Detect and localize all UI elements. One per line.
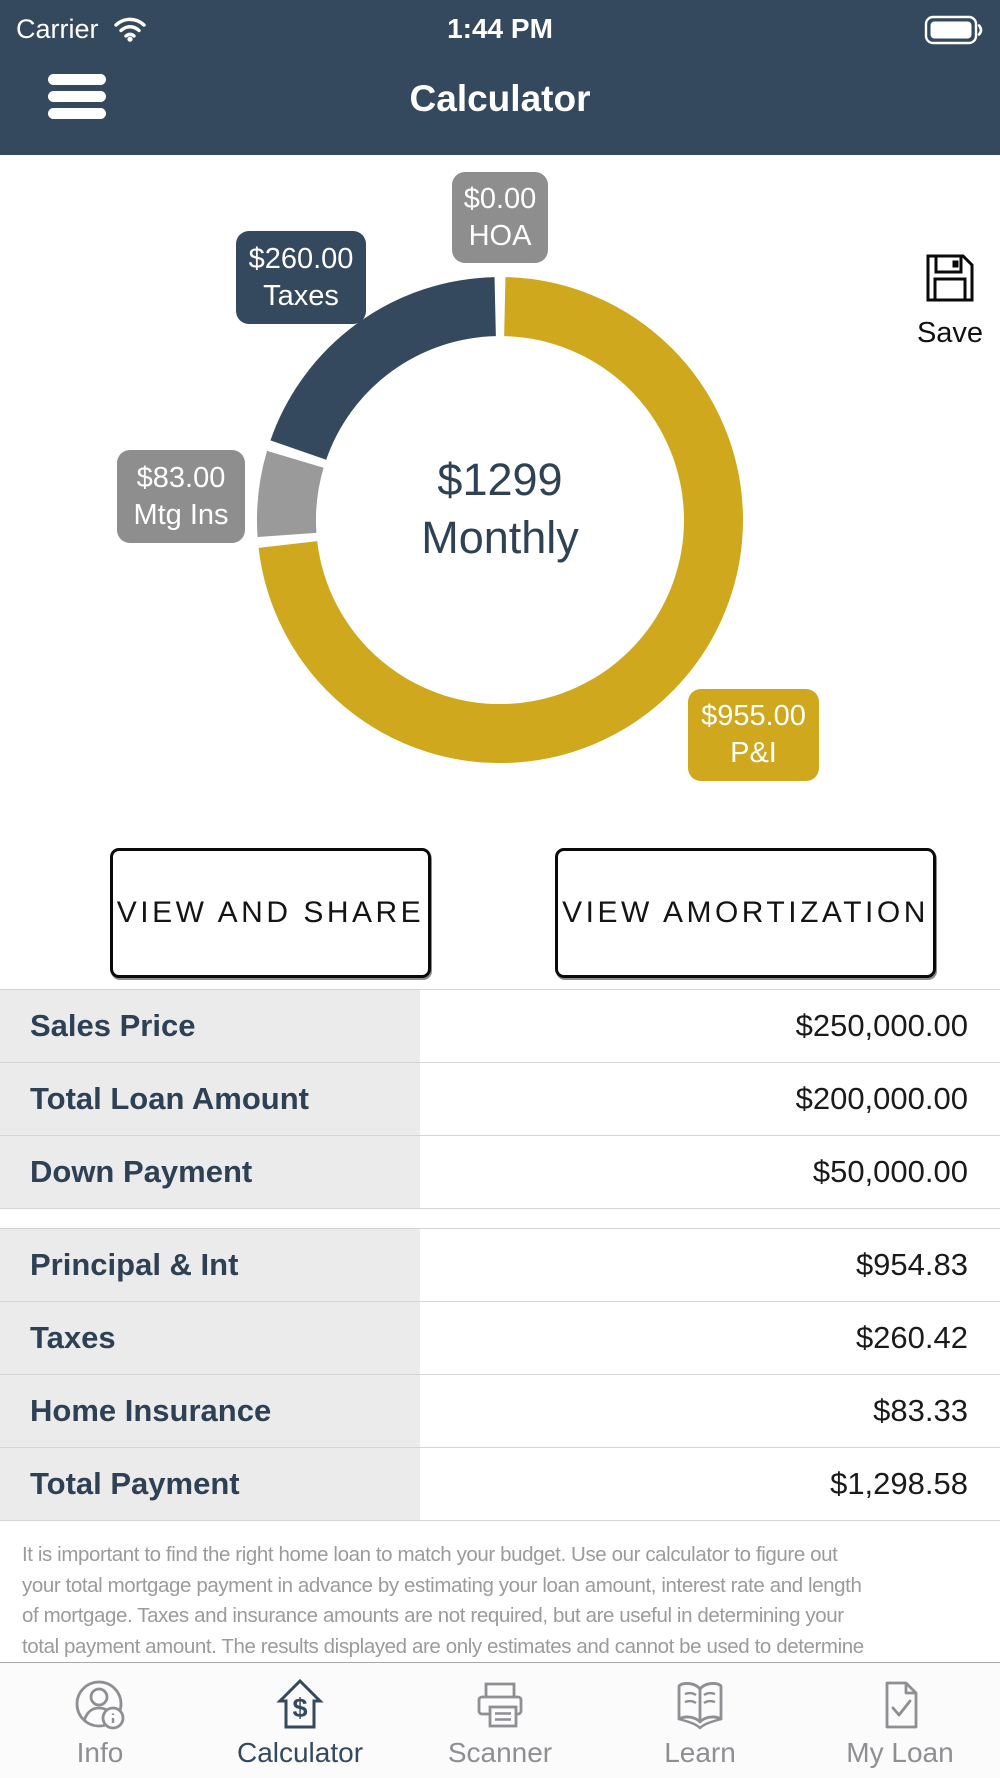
donut-slice-mtgins <box>257 450 324 537</box>
save-icon <box>925 254 975 307</box>
row-value: $954.83 <box>420 1229 1000 1301</box>
tab-learn-label: Learn <box>664 1737 736 1768</box>
view-amortization-button[interactable]: VIEW AMORTIZATION <box>555 848 936 978</box>
save-button[interactable]: Save <box>900 253 1000 350</box>
app-header: Carrier 1:44 PM Calculator <box>0 0 1000 155</box>
svg-text:$: $ <box>292 1693 307 1723</box>
principal-interest-callout: $955.00 P&I <box>688 689 819 781</box>
hoa-name: HOA <box>468 219 532 252</box>
donut-slice-taxes <box>270 277 497 461</box>
tab-scanner-label: Scanner <box>447 1737 553 1768</box>
row-label: Taxes <box>0 1302 420 1374</box>
monthly-total-label: Monthly <box>421 512 579 563</box>
pi-value: $955.00 <box>701 700 806 732</box>
loan-inputs-table: Sales Price $250,000.00 Total Loan Amoun… <box>0 989 1000 1209</box>
scanner-printer-icon <box>472 1675 528 1735</box>
donut-chart <box>257 277 743 764</box>
pi-name: P&I <box>730 737 777 769</box>
donut-slice-pi <box>258 277 743 764</box>
row-value: $83.33 <box>420 1375 1000 1447</box>
down-payment-row[interactable]: Down Payment $50,000.00 <box>0 1136 1000 1209</box>
row-label: Down Payment <box>0 1136 420 1208</box>
principal-int-row[interactable]: Principal & Int $954.83 <box>0 1229 1000 1302</box>
disclaimer-text: It is important to find the right home l… <box>22 1543 864 1658</box>
taxes-callout: $260.00 Taxes <box>236 231 366 324</box>
sales-price-row[interactable]: Sales Price $250,000.00 <box>0 990 1000 1063</box>
monthly-total-value: $1299 <box>437 454 563 505</box>
tab-my-loan[interactable]: My Loan <box>800 1663 1000 1778</box>
mtg-ins-value: $83.00 <box>136 461 226 494</box>
row-value: $1,298.58 <box>420 1448 1000 1520</box>
my-loan-document-icon <box>872 1675 928 1735</box>
calculator-house-icon: $ <box>272 1675 328 1735</box>
row-label: Principal & Int <box>0 1229 420 1301</box>
taxes-value: $260.00 <box>248 242 354 275</box>
clock: 1:44 PM <box>447 13 553 44</box>
info-person-icon <box>72 1675 128 1735</box>
tab-learn[interactable]: Learn <box>600 1663 800 1778</box>
tab-scanner[interactable]: Scanner <box>400 1663 600 1778</box>
view-and-share-button[interactable]: VIEW AND SHARE <box>110 848 431 978</box>
mortgage-insurance-callout: $83.00 Mtg Ins <box>117 450 245 543</box>
wifi-icon <box>113 16 147 47</box>
payment-breakdown-table: Principal & Int $954.83 Taxes $260.42 Ho… <box>0 1228 1000 1521</box>
learn-book-icon <box>669 1675 731 1735</box>
tab-info[interactable]: Info <box>0 1663 200 1778</box>
tab-calculator[interactable]: $ Calculator <box>200 1663 400 1778</box>
row-label: Total Payment <box>0 1448 420 1520</box>
status-bar: Carrier 1:44 PM <box>0 0 1000 60</box>
row-label: Home Insurance <box>0 1375 420 1447</box>
row-label: Total Loan Amount <box>0 1063 420 1135</box>
row-value: $260.42 <box>420 1302 1000 1374</box>
home-insurance-row[interactable]: Home Insurance $83.33 <box>0 1375 1000 1448</box>
tab-calculator-label: Calculator <box>236 1737 364 1768</box>
tab-info-label: Info <box>76 1737 124 1768</box>
hoa-callout: $0.00 HOA <box>452 172 548 263</box>
bottom-tab-bar: Info $ Calculator Scanner <box>0 1662 1000 1778</box>
row-value: $200,000.00 <box>420 1063 1000 1135</box>
taxes-name: Taxes <box>263 279 339 312</box>
tab-my-loan-label: My Loan <box>846 1737 954 1768</box>
row-label: Sales Price <box>0 990 420 1062</box>
battery-icon <box>924 15 986 50</box>
taxes-row[interactable]: Taxes $260.42 <box>0 1302 1000 1375</box>
mtg-ins-name: Mtg Ins <box>133 498 229 531</box>
carrier-label: Carrier <box>16 14 99 44</box>
menu-icon[interactable] <box>48 74 106 119</box>
hoa-value: $0.00 <box>463 182 537 215</box>
total-payment-row[interactable]: Total Payment $1,298.58 <box>0 1448 1000 1521</box>
save-label: Save <box>916 317 984 349</box>
page-title: Calculator <box>409 78 591 119</box>
row-value: $250,000.00 <box>420 990 1000 1062</box>
row-value: $50,000.00 <box>420 1136 1000 1208</box>
total-loan-amount-row[interactable]: Total Loan Amount $200,000.00 <box>0 1063 1000 1136</box>
payment-donut-chart-area: $1299 Monthly $0.00 HOA $260.00 Taxes $8… <box>0 155 1000 830</box>
